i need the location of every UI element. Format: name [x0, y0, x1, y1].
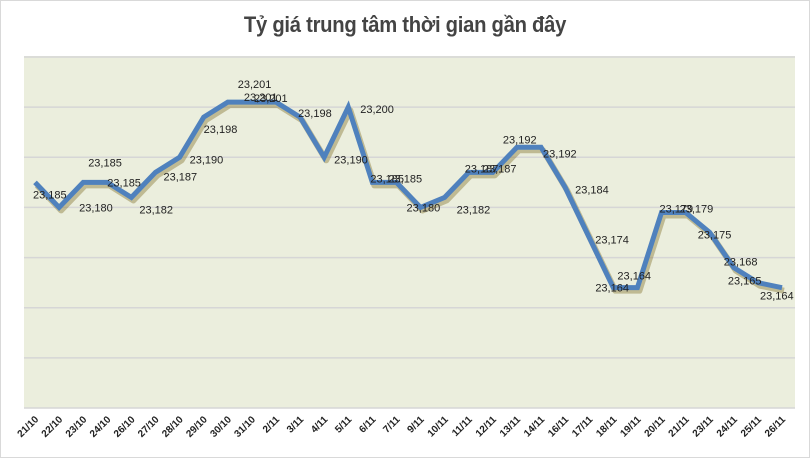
x-tick-label: 10/11: [426, 414, 451, 439]
data-label: 23,190: [190, 154, 224, 166]
data-label: 23,201: [244, 92, 278, 104]
chart-title: Tỷ giá trung tâm thời gian gần đây: [243, 12, 567, 37]
data-label: 23,200: [360, 104, 394, 116]
x-tick-label: 3/11: [285, 414, 306, 435]
data-label: 23,164: [617, 271, 651, 283]
x-tick-label: 12/11: [474, 414, 499, 439]
data-label: 23,192: [503, 134, 537, 146]
data-label: 23,190: [334, 154, 368, 166]
plot-area: [24, 56, 795, 408]
x-tick-label: 23/11: [691, 414, 716, 439]
x-tick-label: 17/11: [570, 414, 595, 439]
data-label: 23,184: [575, 184, 609, 196]
x-tick-label: 23/10: [64, 414, 90, 440]
x-tick-label: 5/11: [333, 414, 354, 435]
x-tick-label: 18/11: [594, 414, 619, 439]
x-tick-label: 7/11: [381, 414, 402, 435]
data-label: 23,201: [254, 93, 288, 105]
gridlines: [24, 56, 795, 409]
data-label: 23,179: [680, 203, 714, 215]
x-tick-label: 14/11: [522, 414, 547, 439]
x-axis-labels: 21/1022/1023/1024/1026/1027/1028/1029/10…: [16, 414, 789, 440]
x-tick-label: 31/10: [233, 414, 259, 440]
x-tick-label: 28/10: [160, 414, 186, 440]
x-tick-label: 29/10: [184, 414, 210, 440]
data-label: 23,187: [163, 171, 197, 183]
data-label: 23,201: [238, 79, 272, 91]
data-label: 23,180: [79, 202, 113, 214]
x-tick-label: 9/11: [406, 414, 427, 435]
data-label: 23,175: [698, 230, 732, 242]
data-label: 23,164: [595, 283, 629, 295]
data-label: 23,182: [457, 204, 491, 216]
x-tick-label: 27/10: [136, 414, 162, 440]
x-tick-label: 22/10: [40, 414, 66, 440]
x-tick-label: 26/11: [763, 414, 788, 439]
x-tick-label: 20/11: [643, 414, 668, 439]
x-tick-label: 2/11: [261, 414, 282, 435]
data-label: 23,198: [298, 108, 332, 120]
x-tick-label: 24/11: [715, 414, 740, 439]
x-tick-label: 13/11: [498, 414, 523, 439]
data-label: 23,182: [139, 204, 173, 216]
data-labels: 23,18523,18023,18523,18523,18223,18723,1…: [33, 79, 794, 303]
data-label: 23,180: [407, 202, 441, 214]
data-label: 23,185: [388, 173, 422, 185]
x-tick-label: 21/11: [667, 414, 692, 439]
data-label: 23,168: [724, 257, 758, 269]
data-label: 23,185: [33, 189, 67, 201]
data-line: [33, 99, 783, 291]
data-label: 23,187: [465, 163, 499, 175]
data-label: 23,165: [728, 276, 762, 288]
data-label: 23,174: [595, 235, 629, 247]
x-tick-label: 24/10: [88, 414, 114, 440]
data-label: 23,192: [543, 148, 577, 160]
x-tick-label: 30/10: [208, 414, 234, 440]
series-line: [33, 99, 783, 291]
data-label: 23,164: [760, 291, 794, 303]
x-tick-label: 26/10: [112, 414, 138, 440]
data-label: 23,185: [370, 173, 404, 185]
data-label: 23,187: [483, 163, 517, 175]
data-label: 23,185: [88, 157, 122, 169]
data-label: 23,185: [107, 177, 141, 189]
x-tick-label: 21/10: [16, 414, 42, 440]
data-label: 23,179: [660, 203, 694, 215]
x-tick-label: 19/11: [618, 414, 643, 439]
x-tick-label: 4/11: [309, 414, 330, 435]
x-tick-label: 25/11: [739, 414, 764, 439]
x-tick-label: 16/11: [546, 414, 571, 439]
data-label: 23,198: [204, 124, 238, 136]
x-tick-label: 6/11: [357, 414, 378, 435]
x-tick-label: 11/11: [450, 414, 475, 439]
